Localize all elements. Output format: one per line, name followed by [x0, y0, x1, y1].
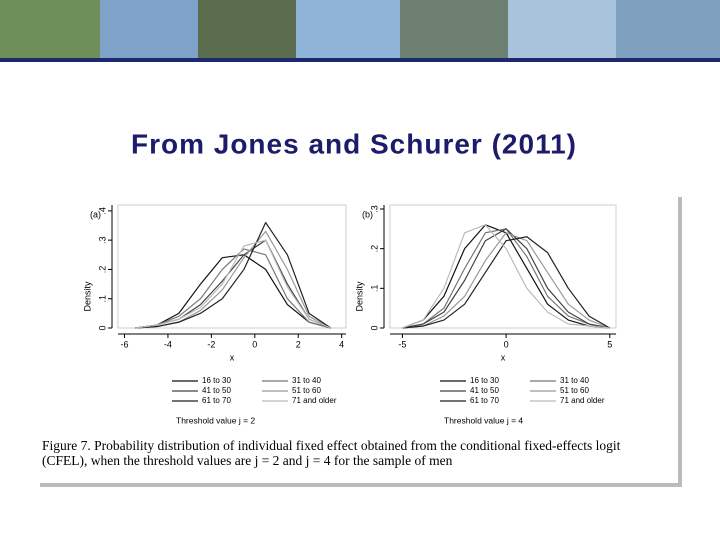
x-axis-label: x: [230, 352, 235, 362]
legend-label: 16 to 30: [470, 376, 499, 385]
legend-label: 51 to 60: [560, 386, 589, 395]
plot-frame: [389, 204, 617, 329]
y-tick-label: .1: [369, 285, 379, 293]
x-tick-label: 4: [339, 339, 344, 349]
plot-frame: [117, 204, 347, 329]
banner: [0, 0, 720, 62]
banner-photo: [296, 0, 400, 58]
legend-title: Threshold value j = 2: [176, 415, 255, 425]
x-tick-label: -5: [398, 339, 406, 349]
legend-label: 16 to 30: [202, 376, 231, 385]
y-tick-label: .1: [97, 295, 107, 303]
banner-photo: [616, 0, 720, 58]
y-tick-label: .3: [97, 236, 107, 244]
y-tick-label: 0: [369, 325, 379, 330]
panel-label: (b): [362, 209, 373, 219]
banner-photo: [198, 0, 296, 58]
density-line: [135, 254, 331, 329]
density-line: [402, 224, 610, 329]
density-line: [135, 248, 331, 329]
x-tick-label: 2: [296, 339, 301, 349]
legend-label: 41 to 50: [470, 386, 499, 395]
caption-line: Figure 7. Probability distribution of in…: [42, 438, 621, 453]
x-axis-label: x: [501, 352, 506, 362]
banner-photo: [100, 0, 198, 58]
density-line: [135, 239, 332, 329]
density-line: [402, 236, 611, 329]
legend-label: 61 to 70: [202, 396, 231, 405]
y-tick-label: .2: [369, 245, 379, 253]
density-line: [135, 221, 332, 329]
y-tick-label: 0: [97, 325, 107, 330]
legend-title: Threshold value j = 4: [444, 415, 523, 425]
figure: [36, 193, 678, 483]
x-tick-label: -2: [207, 339, 215, 349]
legend-label: 51 to 60: [292, 386, 321, 395]
legend-label: 61 to 70: [470, 396, 499, 405]
y-axis-label: Density: [82, 281, 92, 312]
panel-label: (a): [90, 209, 101, 219]
legend-label: 31 to 40: [292, 376, 321, 385]
y-axis-label: Density: [354, 281, 364, 312]
x-tick-label: -6: [121, 339, 129, 349]
legend-label: 31 to 40: [560, 376, 589, 385]
caption-line: (CFEL), when the threshold values are j …: [42, 453, 453, 468]
density-line: [402, 232, 610, 329]
banner-photo: [508, 0, 616, 58]
x-tick-label: 5: [607, 339, 612, 349]
slide-title: From Jones and Schurer (2011): [131, 128, 577, 159]
banner-photo: [0, 0, 100, 58]
banner-rule: [0, 58, 720, 62]
x-tick-label: 0: [252, 339, 257, 349]
y-tick-label: .3: [369, 205, 379, 213]
y-tick-label: .2: [97, 266, 107, 274]
legend-label: 71 and older: [292, 396, 337, 405]
legend-label: 41 to 50: [202, 386, 231, 395]
x-tick-label: -4: [164, 339, 172, 349]
x-tick-label: 0: [504, 339, 509, 349]
legend-label: 71 and older: [560, 396, 605, 405]
density-line: [402, 228, 610, 329]
y-tick-label: .4: [97, 207, 107, 215]
banner-photo: [400, 0, 508, 58]
